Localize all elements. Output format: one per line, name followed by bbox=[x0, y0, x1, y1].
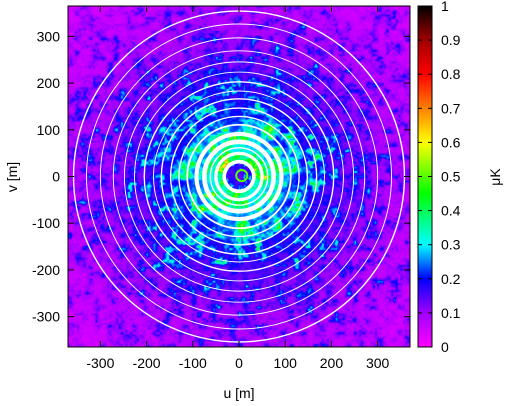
x-tick-label: 200 bbox=[320, 355, 344, 371]
colorbar-ticks: 0 0.1 0.2 0.3 0.4 0.5 0.6 0.7 0.8 0.9 1 bbox=[418, 0, 461, 355]
x-tick-label: 300 bbox=[366, 355, 390, 371]
y-tick-label: 100 bbox=[37, 122, 61, 138]
gap-ring bbox=[194, 131, 284, 222]
gap-ring bbox=[222, 159, 256, 194]
gap-ring bbox=[202, 139, 276, 214]
colorbar-tick-label: 0.1 bbox=[441, 305, 461, 321]
x-tick-label: -100 bbox=[179, 355, 207, 371]
y-tick-label: 0 bbox=[52, 169, 60, 185]
colorbar-tick-label: 0.7 bbox=[441, 100, 461, 116]
x-axis-label: u [m] bbox=[223, 385, 254, 401]
colorbar-tick-label: 0 bbox=[441, 339, 449, 355]
colorbar-label: μK bbox=[487, 168, 503, 186]
colorbar-tick-label: 0.2 bbox=[441, 271, 461, 287]
heatmap-area bbox=[68, 6, 410, 347]
gap-ring bbox=[153, 90, 325, 263]
y-tick-label: 200 bbox=[37, 75, 61, 91]
colorbar-tick-label: 1 bbox=[441, 0, 449, 14]
y-axis-ticks: -300 -200 -100 0 100 200 300 bbox=[32, 28, 410, 325]
gap-ring bbox=[178, 115, 300, 238]
gap-ring bbox=[186, 123, 292, 230]
colorbar-tick-label: 0.8 bbox=[441, 66, 461, 82]
gap-ring bbox=[209, 147, 269, 206]
gap-ring bbox=[169, 107, 309, 246]
colorbar-tick-label: 0.6 bbox=[441, 134, 461, 150]
gap-ring bbox=[143, 81, 335, 272]
gap-ring bbox=[86, 23, 392, 330]
y-tick-label: -100 bbox=[32, 215, 60, 231]
x-tick-label: -300 bbox=[86, 355, 114, 371]
colorbar-tick-label: 0.3 bbox=[441, 237, 461, 253]
gap-ring bbox=[160, 98, 318, 255]
x-tick-label: 0 bbox=[235, 355, 243, 371]
x-tick-label: 100 bbox=[274, 355, 298, 371]
colorbar-tick-label: 0.5 bbox=[441, 169, 461, 185]
colorbar-tick-label: 0.9 bbox=[441, 32, 461, 48]
gap-ring bbox=[99, 37, 379, 316]
gap-ring bbox=[112, 50, 366, 303]
colorbar-tick-label: 0.4 bbox=[441, 203, 461, 219]
central-ring bbox=[235, 169, 249, 183]
x-tick-label: -200 bbox=[133, 355, 161, 371]
y-tick-label: -200 bbox=[32, 262, 60, 278]
y-axis-label: v [m] bbox=[4, 162, 20, 192]
gap-ring bbox=[214, 151, 264, 202]
x-axis-ticks: -300 -200 -100 0 100 200 300 bbox=[86, 6, 390, 371]
y-tick-label: -300 bbox=[32, 309, 60, 325]
y-tick-label: 300 bbox=[37, 28, 61, 44]
heatmap-image bbox=[68, 6, 410, 347]
gap-ring bbox=[123, 61, 355, 292]
gap-ring bbox=[134, 71, 344, 282]
